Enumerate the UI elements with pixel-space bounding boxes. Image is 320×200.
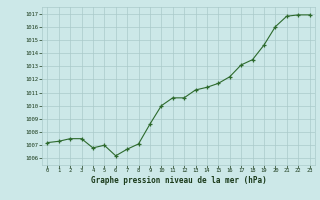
X-axis label: Graphe pression niveau de la mer (hPa): Graphe pression niveau de la mer (hPa) — [91, 176, 266, 185]
